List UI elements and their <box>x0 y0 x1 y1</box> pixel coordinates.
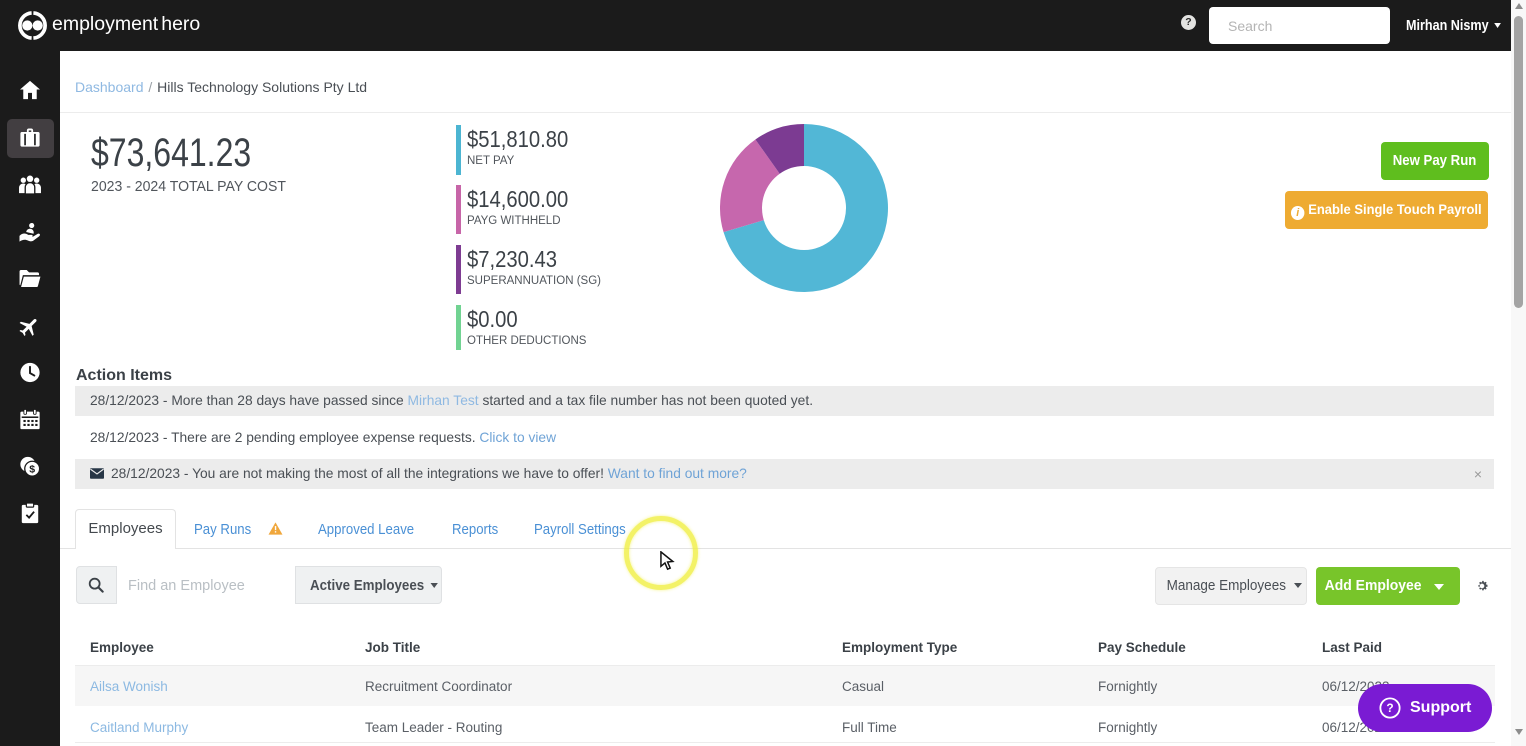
svg-text:$: $ <box>29 464 35 476</box>
svg-text:?: ? <box>1386 701 1393 715</box>
